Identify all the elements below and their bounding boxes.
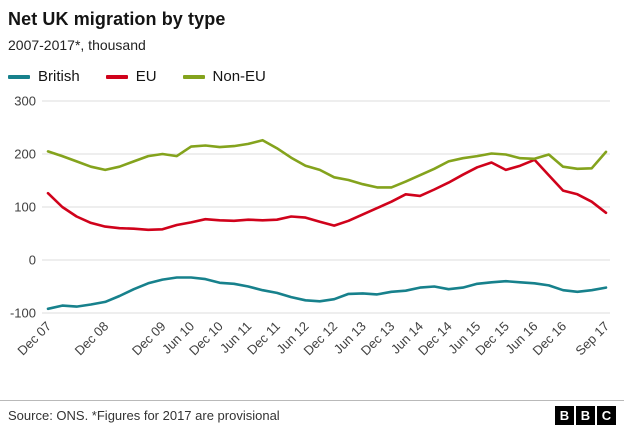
series-lines	[46, 138, 608, 311]
x-tick-label: Dec 07	[14, 319, 54, 359]
legend: British EU Non-EU	[0, 53, 624, 85]
chart-header: Net UK migration by type 2007-2017*, tho…	[0, 0, 624, 53]
chart-area: 300 200 100 0 -100 Dec 07 Dec 08 Dec 09 Jun 10 D…	[0, 87, 624, 388]
british-line-swatch	[8, 74, 30, 79]
x-tick-label: Sep 17	[572, 319, 612, 359]
y-tick-label: 100	[14, 200, 36, 215]
y-tick-label: 0	[29, 253, 36, 268]
y-tick-label: 200	[14, 147, 36, 162]
legend-label-non-eu: Non-EU	[212, 68, 266, 85]
bbc-logo-letter-2: B	[576, 406, 595, 425]
bbc-logo: B B C	[555, 406, 616, 425]
legend-item-eu: EU	[105, 68, 157, 85]
non-eu-line-swatch	[182, 74, 205, 79]
footer: Source: ONS. *Figures for 2017 are provi…	[0, 400, 624, 431]
x-tick-label: Dec 08	[72, 319, 112, 359]
legend-label-british: British	[38, 68, 80, 85]
y-tick-label: 300	[14, 94, 36, 109]
gridlines	[42, 100, 610, 314]
page-title: Net UK migration by type	[8, 9, 226, 29]
page-subtitle: 2007-2017*, thousand	[8, 37, 146, 53]
series-british-line	[46, 276, 608, 311]
bbc-logo-letter-3: C	[597, 406, 616, 425]
bbc-logo-letter-1: B	[555, 406, 574, 425]
x-tick-label: Dec 11	[244, 319, 283, 358]
series-non-eu-line	[46, 138, 608, 189]
legend-label-eu: EU	[135, 68, 157, 85]
y-axis-labels: 300 200 100 0 -100	[10, 94, 36, 321]
source-note: Source: ONS. *Figures for 2017 are provi…	[8, 408, 280, 423]
legend-item-british: British	[8, 68, 80, 85]
y-tick-label: -100	[10, 306, 36, 321]
x-tick-label: Dec 09	[129, 319, 169, 359]
series-eu-line	[46, 158, 608, 232]
legend-item-non-eu: Non-EU	[182, 68, 266, 85]
eu-line-swatch	[105, 74, 128, 79]
